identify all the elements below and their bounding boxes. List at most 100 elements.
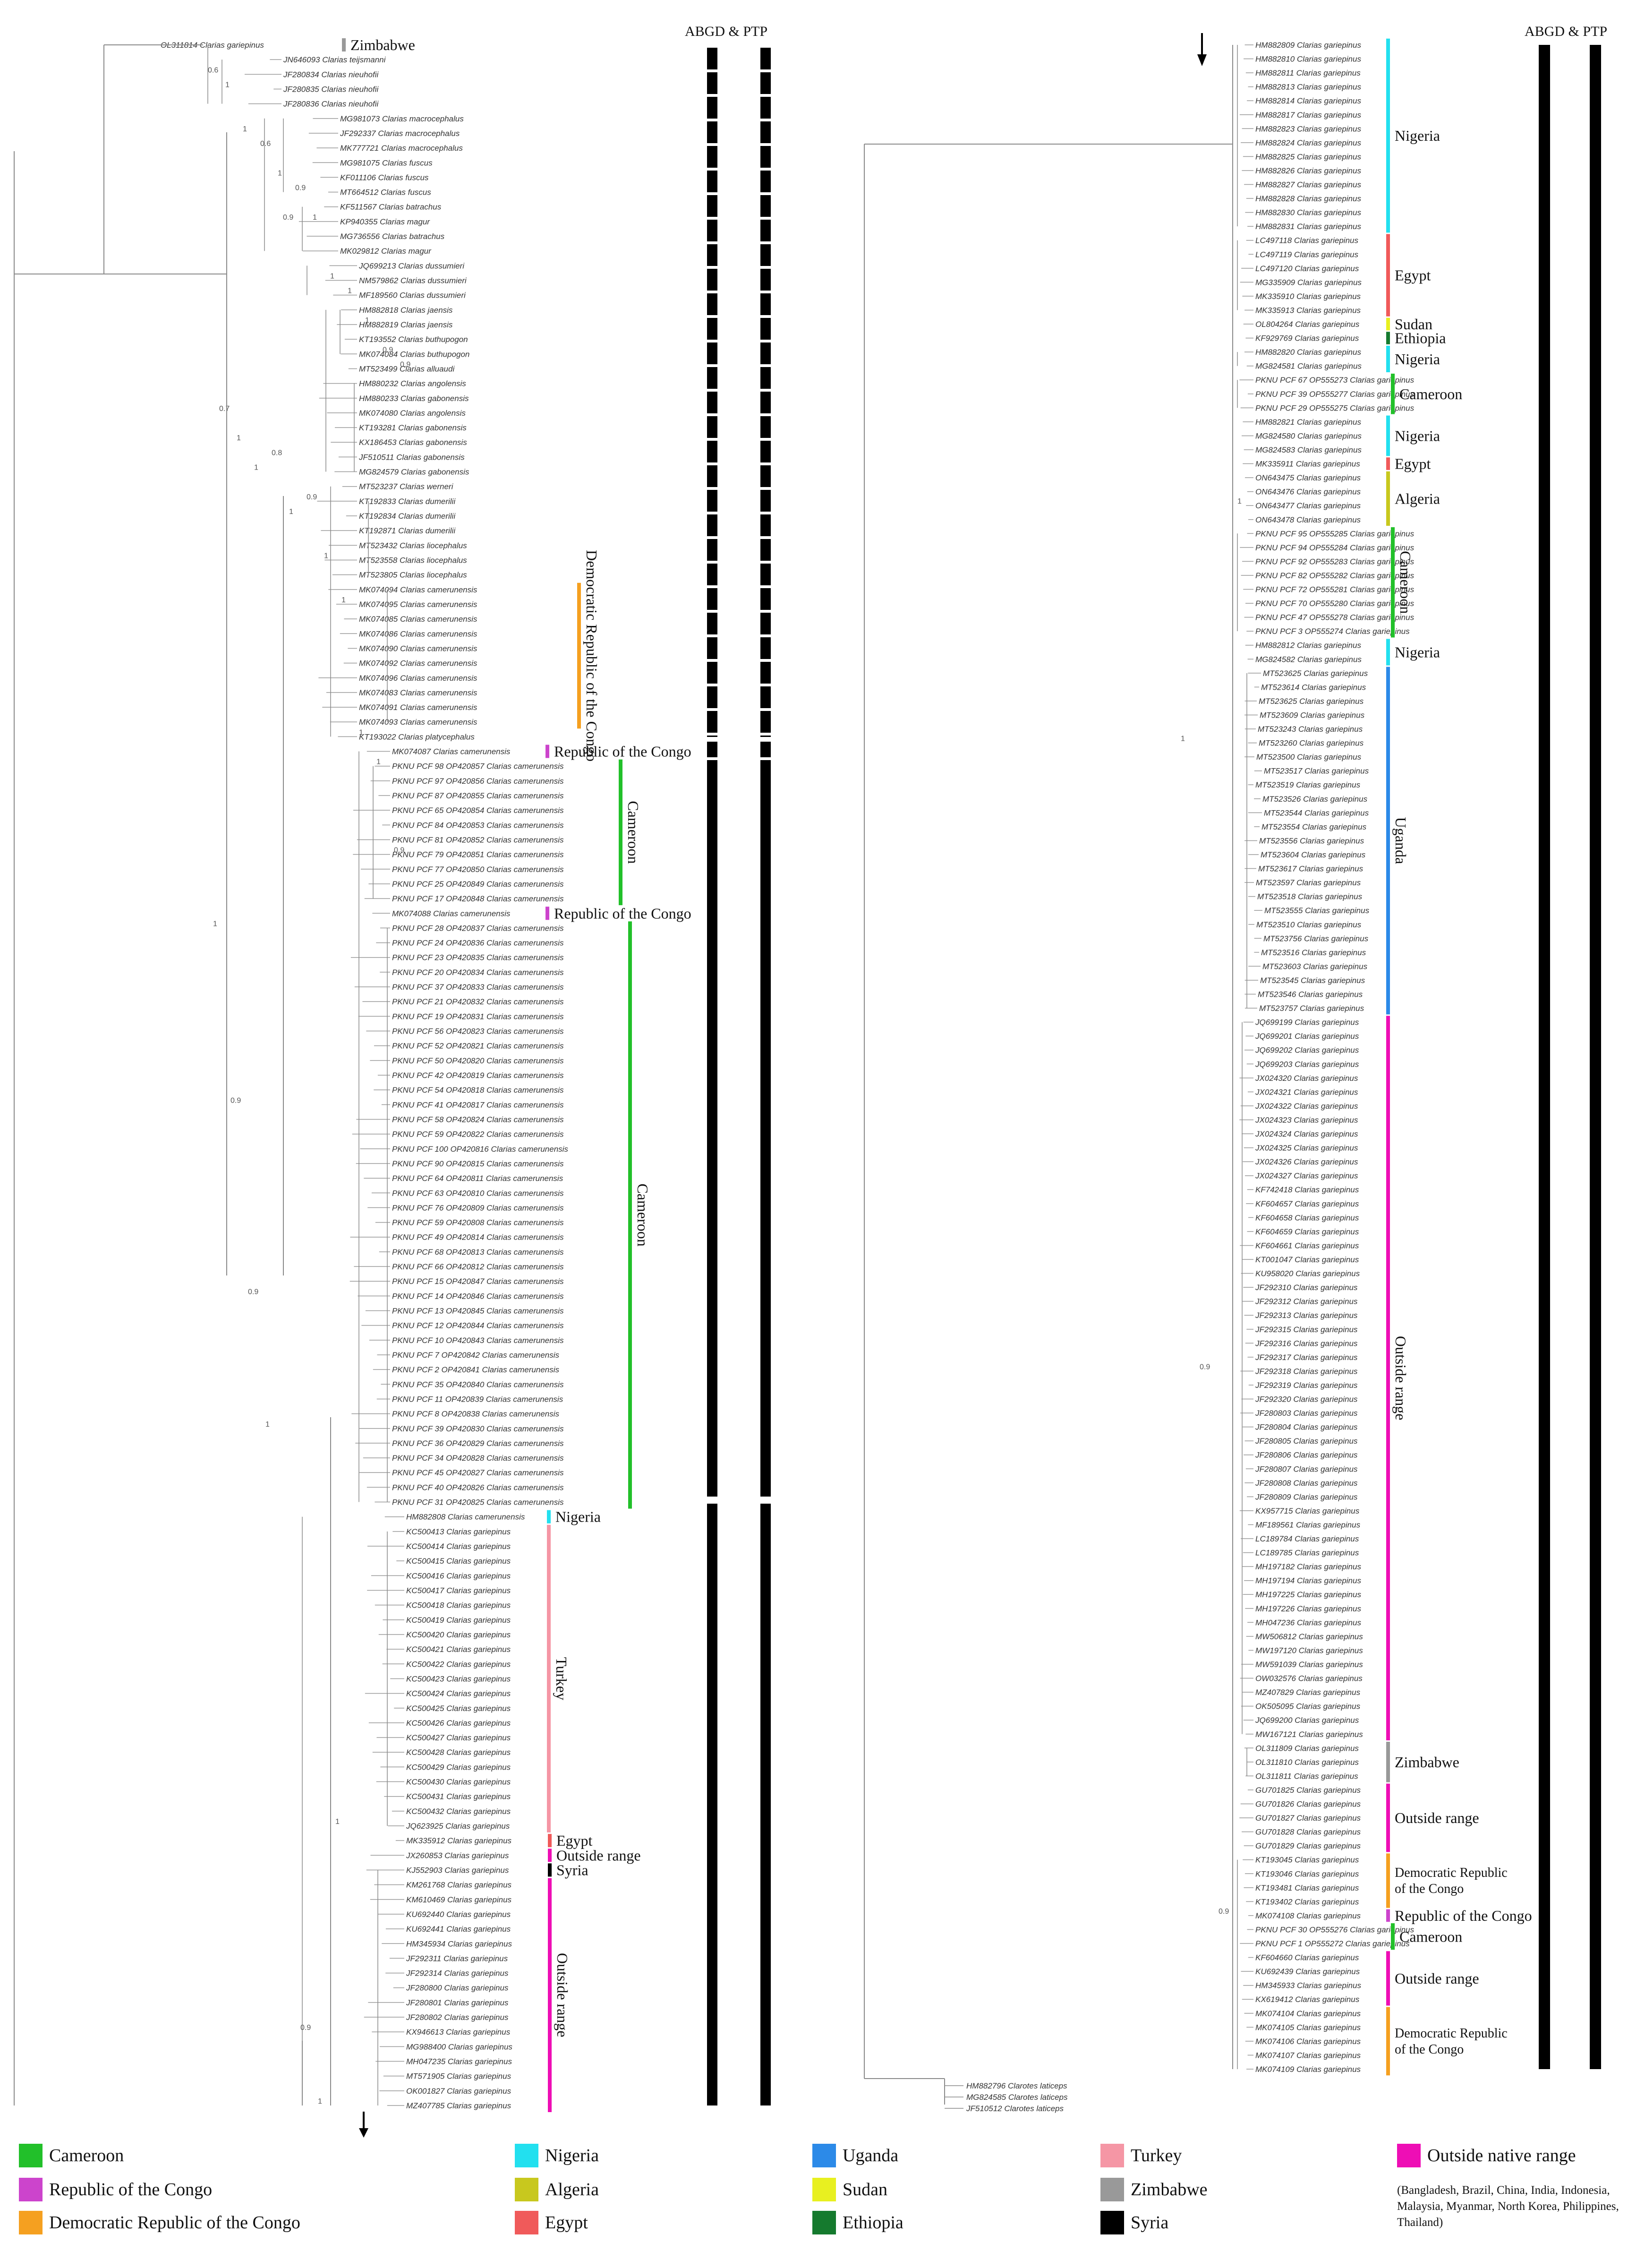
tip-label: JF280836 Clarias nieuhofii — [283, 100, 379, 109]
tip-label: PKNU PCF 77 OP420850 Clarias camerunensi… — [392, 865, 564, 874]
abgd-gap — [706, 536, 718, 539]
tip-label: JF280801 Clarias gariepinus — [406, 1998, 509, 2007]
tip-label: MK074106 Clarias gariepinus — [1255, 2037, 1361, 2046]
region-bar — [1386, 471, 1390, 526]
tip-label: KC500428 Clarias gariepinus — [406, 1748, 511, 1757]
tip-label: MG981073 Clarias macrocephalus — [340, 114, 464, 123]
region-bar — [1386, 1742, 1390, 1782]
tip-label: PKNU PCF 50 OP420820 Clarias camerunensi… — [392, 1056, 564, 1065]
tip-label: HM882828 Clarias gariepinus — [1255, 194, 1361, 203]
legend-swatch — [19, 2211, 43, 2234]
legend-item: Outside native range — [1397, 2144, 1576, 2167]
support-value: 0.9 — [1200, 1363, 1210, 1371]
tip-label: PKNU PCF 13 OP420845 Clarias camerunensi… — [392, 1307, 564, 1316]
abgd-gap — [706, 389, 718, 392]
tip-label: MG335909 Clarias gariepinus — [1255, 278, 1362, 287]
legend-label: Outside native range — [1427, 2146, 1576, 2165]
tip-label: KT193022 Clarias platycephalus — [359, 732, 475, 741]
region-label: Outside range — [1395, 1970, 1479, 1987]
tip-label: MW506812 Clarias gariepinus — [1255, 1632, 1363, 1641]
tip-label: KF011106 Clarias fuscus — [340, 173, 429, 182]
tip-label: KF604657 Clarias gariepinus — [1255, 1199, 1359, 1208]
tip-label: GU701827 Clarias gariepinus — [1255, 1814, 1361, 1823]
tip-label: KT193402 Clarias gariepinus — [1255, 1897, 1359, 1906]
support-value: 0.6 — [208, 66, 218, 74]
tip-label: LC189785 Clarias gariepinus — [1255, 1549, 1359, 1558]
tip-label: PKNU PCF 21 OP420832 Clarias camerunensi… — [392, 997, 564, 1006]
tip-label: MK074084 Clarias buthupogon — [359, 350, 469, 359]
region-label: Cameroon — [1399, 1928, 1462, 1945]
tip-label: GU701825 Clarias gariepinus — [1255, 1786, 1361, 1795]
ptp-gap — [759, 315, 772, 318]
tip-label: JF292337 Clarias macrocephalus — [340, 129, 460, 138]
tip-label: MK074083 Clarias camerunensis — [359, 688, 477, 697]
tip-label: GU701828 Clarias gariepinus — [1255, 1828, 1361, 1837]
tip-label: MT523510 Clarias gariepinus — [1256, 920, 1362, 929]
support-value: 1 — [359, 728, 363, 736]
tip-label: KC500414 Clarias gariepinus — [406, 1542, 511, 1551]
tip-label: KX957715 Clarias gariepinus — [1255, 1506, 1360, 1515]
region-label: Nigeria — [1395, 351, 1440, 368]
region-label: Nigeria — [1395, 427, 1440, 444]
tip-label: KF511567 Clarias batrachus — [340, 203, 442, 212]
tip-label: MK335912 Clarias gariepinus — [406, 1836, 512, 1845]
tip-label: MK074109 Clarias gariepinus — [1255, 2065, 1361, 2074]
tip-label: MT523604 Clarias gariepinus — [1261, 850, 1366, 859]
tip-label: PKNU PCF 54 OP420818 Clarias camerunensi… — [392, 1086, 564, 1095]
region-label: Egypt — [1395, 267, 1431, 284]
legend-item: Cameroon — [19, 2144, 124, 2167]
abgd-gap — [706, 487, 718, 490]
region-bar — [1391, 373, 1395, 414]
tip-label: JF280800 Clarias gariepinus — [406, 1984, 509, 1993]
legend-item: Algeria — [515, 2178, 599, 2201]
tip-label: MK074096 Clarias camerunensis — [359, 674, 477, 683]
legend-item: Syria — [1100, 2211, 1168, 2234]
tip-label: JX024322 Clarias gariepinus — [1255, 1102, 1358, 1111]
tip-label: HM882809 Clarias gariepinus — [1255, 41, 1361, 50]
tip-label: HM880233 Clarias gabonensis — [359, 394, 469, 403]
tip-label: OW032576 Clarias gariepinus — [1255, 1674, 1363, 1683]
tip-label: HM882814 Clarias gariepinus — [1255, 96, 1361, 105]
tip-label: JF292317 Clarias gariepinus — [1255, 1353, 1358, 1362]
support-value: 1 — [335, 1818, 340, 1826]
region-label: Nigeria — [1395, 644, 1440, 661]
abgd-gap — [706, 610, 718, 613]
tip-label: MF189561 Clarias gariepinus — [1255, 1520, 1361, 1529]
tip-label: MT523518 Clarias gariepinus — [1257, 892, 1363, 901]
abgd-gap — [706, 291, 718, 293]
abgd-gap — [706, 94, 718, 97]
tip-label: MH047236 Clarias gariepinus — [1255, 1618, 1361, 1627]
tip-label: HM882820 Clarias gariepinus — [1255, 348, 1361, 357]
support-value: 1 — [330, 273, 334, 281]
outgroup-label: MG824585 Clarotes laticeps — [966, 2093, 1068, 2102]
tip-label: NM579862 Clarias dussumieri — [359, 276, 467, 285]
tip-label: OL311810 Clarias gariepinus — [1255, 1758, 1359, 1767]
tip-label: JQ699202 Clarias gariepinus — [1255, 1046, 1359, 1055]
ptp-gap — [759, 585, 772, 588]
tip-label: MT571905 Clarias gariepinus — [406, 2072, 511, 2081]
region-label: Zimbabwe — [350, 36, 415, 53]
tip-label: MW197120 Clarias gariepinus — [1255, 1646, 1363, 1655]
ptp-gap — [759, 462, 772, 465]
tip-label: MT523516 Clarias gariepinus — [1261, 948, 1366, 957]
tip-label: HM882830 Clarias gariepinus — [1255, 208, 1361, 217]
ptp-gap — [759, 340, 772, 342]
legend-label: Turkey — [1131, 2146, 1182, 2165]
tip-label: MK335910 Clarias gariepinus — [1255, 292, 1361, 301]
tip-label: JQ699199 Clarias gariepinus — [1255, 1018, 1359, 1027]
region-label: Algeria — [1395, 490, 1440, 507]
tip-label: PKNU PCF 52 OP420821 Clarias camerunensi… — [392, 1042, 564, 1051]
tip-label: PKNU PCF 56 OP420823 Clarias camerunensi… — [392, 1027, 564, 1036]
abgd-gap — [706, 512, 718, 514]
legend-label: Uganda — [843, 2146, 899, 2165]
tip-label: LC497120 Clarias gariepinus — [1255, 264, 1359, 273]
region-bar — [1386, 667, 1390, 1015]
tip-label: HM882826 Clarias gariepinus — [1255, 166, 1361, 175]
tip-label: PKNU PCF 72 OP555281 Clarias gariepinus — [1255, 585, 1415, 594]
ptp-bar — [1590, 45, 1601, 2069]
support-value: 1 — [254, 464, 258, 472]
tip-label: JQ623925 Clarias gariepinus — [406, 1822, 510, 1831]
tip-label: MK074095 Clarias camerunensis — [359, 600, 477, 609]
legend-note: (Bangladesh, Brazil, China, India, Indon… — [1397, 2184, 1619, 2229]
tip-label: ON643478 Clarias gariepinus — [1255, 515, 1361, 524]
